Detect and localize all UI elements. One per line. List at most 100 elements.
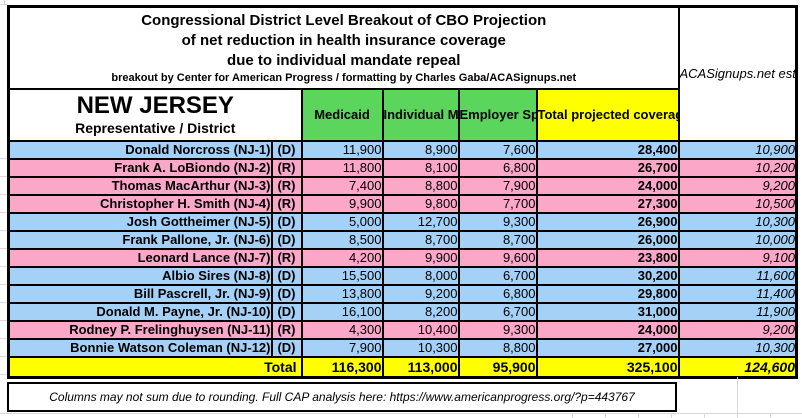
table-row: Rodney P. Frelinghuysen (NJ-11) (R) 4,30… xyxy=(7,320,798,340)
table-row: Albio Sires (NJ-8) (D) 15,500 8,000 6,70… xyxy=(7,266,798,286)
table-row: Frank A. LoBiondo (NJ-2) (R) 11,800 8,10… xyxy=(7,158,798,178)
total-projected-grand-cell: 325,100 xyxy=(535,356,680,379)
rep-name-cell: Leonard Lance (NJ-7) xyxy=(7,248,273,268)
sp-estimate-cell: 9,100 xyxy=(677,248,798,268)
total-employer-cell: 95,900 xyxy=(457,356,538,379)
medicaid-cell: 11,800 xyxy=(300,158,384,178)
rep-name-cell: Bill Pascrell, Jr. (NJ-9) xyxy=(7,284,273,304)
individual-market-cell: 8,800 xyxy=(381,176,460,196)
employer-cell: 7,700 xyxy=(457,194,538,214)
individual-market-cell: 8,700 xyxy=(381,230,460,250)
rep-name-cell: Christopher H. Smith (NJ-4) xyxy=(7,194,273,214)
party-cell: (R) xyxy=(270,248,303,268)
gridline xyxy=(0,4,7,5)
total-projected-cell: 24,000 xyxy=(535,176,680,196)
total-projected-cell: 27,300 xyxy=(535,194,680,214)
employer-cell: 6,700 xyxy=(457,302,538,322)
gridline xyxy=(540,413,802,418)
employer-cell: 8,700 xyxy=(457,230,538,250)
total-individual-market-cell: 113,000 xyxy=(381,356,460,379)
individual-market-cell: 8,000 xyxy=(381,266,460,286)
party-cell: (D) xyxy=(270,230,303,250)
state-name: NEW JERSEY xyxy=(76,92,234,120)
individual-market-cell: 12,700 xyxy=(381,212,460,232)
medicaid-cell: 13,800 xyxy=(300,284,384,304)
medicaid-cell: 9,900 xyxy=(300,194,384,214)
title-row: Congressional District Level Breakout of… xyxy=(7,5,798,142)
employer-cell: 9,300 xyxy=(457,320,538,340)
employer-cell: 9,600 xyxy=(457,248,538,268)
coverage-reduction-table: Congressional District Level Breakout of… xyxy=(7,5,798,379)
col-header-individual-market: Individual Market Insurance xyxy=(381,88,460,142)
individual-market-cell: 10,400 xyxy=(381,320,460,340)
medicaid-cell: 8,500 xyxy=(300,230,384,250)
total-projected-cell: 27,000 xyxy=(535,338,680,358)
table-title-block: Congressional District Level Breakout of… xyxy=(7,5,680,90)
total-projected-cell: 26,900 xyxy=(535,212,680,232)
individual-market-cell: 9,800 xyxy=(381,194,460,214)
rep-name-cell: Donald Norcross (NJ-1) xyxy=(7,140,273,160)
rep-name-cell: Donald M. Payne, Jr. (NJ-10) xyxy=(7,302,273,322)
sp-estimate-cell: 10,900 xyxy=(677,140,798,160)
footnote-text: Columns may not sum due to rounding. Ful… xyxy=(49,390,635,404)
footnote-box: Columns may not sum due to rounding. Ful… xyxy=(7,382,677,412)
gridline xyxy=(0,141,7,377)
individual-market-cell: 8,200 xyxy=(381,302,460,322)
medicaid-cell: 4,300 xyxy=(300,320,384,340)
title-line-2: of net reduction in health insurance cov… xyxy=(181,31,506,49)
col-header-total-projected: Total projected coverage reduction as of… xyxy=(535,88,680,142)
medicaid-cell: 15,500 xyxy=(300,266,384,286)
sp-estimate-cell: 10,000 xyxy=(677,230,798,250)
party-cell: (D) xyxy=(270,266,303,286)
table-row: Bonnie Watson Coleman (NJ-12) (D) 7,900 … xyxy=(7,338,798,358)
column-header-row: NEW JERSEY Representative / District Med… xyxy=(7,88,797,142)
employer-cell: 8,800 xyxy=(457,338,538,358)
table-row: Leonard Lance (NJ-7) (R) 4,200 9,900 9,6… xyxy=(7,248,798,268)
medicaid-cell: 16,100 xyxy=(300,302,384,322)
party-cell: (D) xyxy=(270,338,303,358)
employer-cell: 6,800 xyxy=(457,158,538,178)
total-sp-estimate-cell: 124,600 xyxy=(677,356,798,379)
sp-estimate-cell: 9,200 xyxy=(677,176,798,196)
sp-estimate-cell: 10,500 xyxy=(677,194,798,214)
sp-estimate-cell: 11,600 xyxy=(677,266,798,286)
medicaid-cell: 5,000 xyxy=(300,212,384,232)
table-row: Thomas MacArthur (NJ-3) (R) 7,400 8,800 … xyxy=(7,176,798,196)
title-line-3: due to individual mandate repeal xyxy=(227,51,461,69)
individual-market-cell: 10,300 xyxy=(381,338,460,358)
rep-name-cell: Thomas MacArthur (NJ-3) xyxy=(7,176,273,196)
medicaid-cell: 7,400 xyxy=(300,176,384,196)
total-row: Total 116,300 113,000 95,900 325,100 124… xyxy=(7,356,798,379)
employer-cell: 6,700 xyxy=(457,266,538,286)
individual-market-cell: 9,900 xyxy=(381,248,460,268)
rep-name-cell: Frank A. LoBiondo (NJ-2) xyxy=(7,158,273,178)
total-projected-cell: 31,000 xyxy=(535,302,680,322)
table-row: Christopher H. Smith (NJ-4) (R) 9,900 9,… xyxy=(7,194,798,214)
gridline xyxy=(0,413,802,414)
employer-cell: 6,800 xyxy=(457,284,538,304)
sp-estimate-cell: 10,200 xyxy=(677,158,798,178)
total-projected-cell: 28,400 xyxy=(535,140,680,160)
employer-cell: 7,600 xyxy=(457,140,538,160)
sp-estimate-cell: 11,900 xyxy=(677,302,798,322)
party-cell: (R) xyxy=(270,194,303,214)
party-cell: (D) xyxy=(270,212,303,232)
medicaid-cell: 4,200 xyxy=(300,248,384,268)
total-projected-cell: 29,800 xyxy=(535,284,680,304)
total-label-cell: Total xyxy=(7,356,303,379)
rep-name-cell: Josh Gottheimer (NJ-5) xyxy=(7,212,273,232)
rep-name-cell: Albio Sires (NJ-8) xyxy=(7,266,273,286)
medicaid-cell: 7,900 xyxy=(300,338,384,358)
individual-market-cell: 8,900 xyxy=(381,140,460,160)
title-line-1: Congressional District Level Breakout of… xyxy=(141,12,547,30)
party-cell: (R) xyxy=(270,158,303,178)
individual-market-cell: 8,100 xyxy=(381,158,460,178)
total-medicaid-cell: 116,300 xyxy=(300,356,384,379)
gridline xyxy=(4,0,5,5)
state-subtitle: Representative / District xyxy=(75,119,236,136)
total-projected-cell: 26,700 xyxy=(535,158,680,178)
party-cell: (D) xyxy=(270,140,303,160)
employer-cell: 9,300 xyxy=(457,212,538,232)
total-projected-cell: 26,000 xyxy=(535,230,680,250)
